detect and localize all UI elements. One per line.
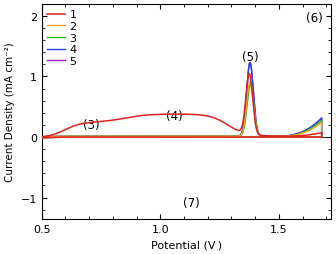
5 [293, 133, 297, 136]
Line: 2: 2 [42, 83, 322, 138]
2 [213, 136, 217, 139]
3 [50, 135, 54, 138]
1 [293, 135, 297, 138]
Text: (4): (4) [166, 110, 183, 123]
2 [248, 81, 252, 84]
2 [50, 135, 54, 138]
3 [75, 136, 79, 139]
Text: (7): (7) [183, 197, 200, 210]
Text: (3): (3) [83, 118, 100, 131]
1 [213, 136, 217, 139]
3 [40, 136, 44, 139]
4 [140, 135, 144, 138]
2 [40, 136, 44, 139]
5 [75, 136, 79, 139]
5 [40, 136, 44, 139]
1 [40, 136, 44, 139]
4 [313, 136, 317, 139]
5 [248, 62, 252, 65]
Text: (6): (6) [306, 12, 323, 25]
3 [140, 135, 144, 138]
Line: 4: 4 [42, 63, 322, 138]
4 [40, 137, 44, 140]
2 [75, 136, 79, 139]
1 [313, 136, 317, 139]
5 [140, 135, 144, 138]
2 [40, 137, 44, 140]
Line: 5: 5 [42, 63, 322, 138]
Text: (5): (5) [242, 51, 259, 64]
1 [40, 137, 44, 140]
4 [213, 136, 217, 139]
2 [313, 136, 317, 139]
4 [75, 136, 79, 139]
4 [40, 136, 44, 139]
1 [247, 73, 251, 76]
Line: 3: 3 [42, 86, 322, 138]
Y-axis label: Current Density (mA cm⁻²): Current Density (mA cm⁻²) [5, 42, 15, 181]
5 [50, 135, 54, 138]
3 [293, 134, 297, 137]
3 [213, 136, 217, 139]
1 [140, 115, 144, 118]
2 [293, 134, 297, 137]
4 [248, 62, 252, 65]
3 [40, 137, 44, 140]
3 [249, 84, 253, 87]
4 [293, 133, 297, 136]
5 [213, 136, 217, 139]
1 [50, 134, 54, 137]
X-axis label: Potential (V ): Potential (V ) [151, 239, 222, 249]
4 [50, 135, 54, 138]
1 [75, 136, 79, 139]
Line: 1: 1 [42, 74, 322, 138]
5 [40, 137, 44, 140]
5 [313, 136, 317, 139]
2 [140, 135, 144, 138]
3 [313, 136, 317, 139]
Legend: 1, 2, 3, 4, 5: 1, 2, 3, 4, 5 [45, 8, 79, 69]
